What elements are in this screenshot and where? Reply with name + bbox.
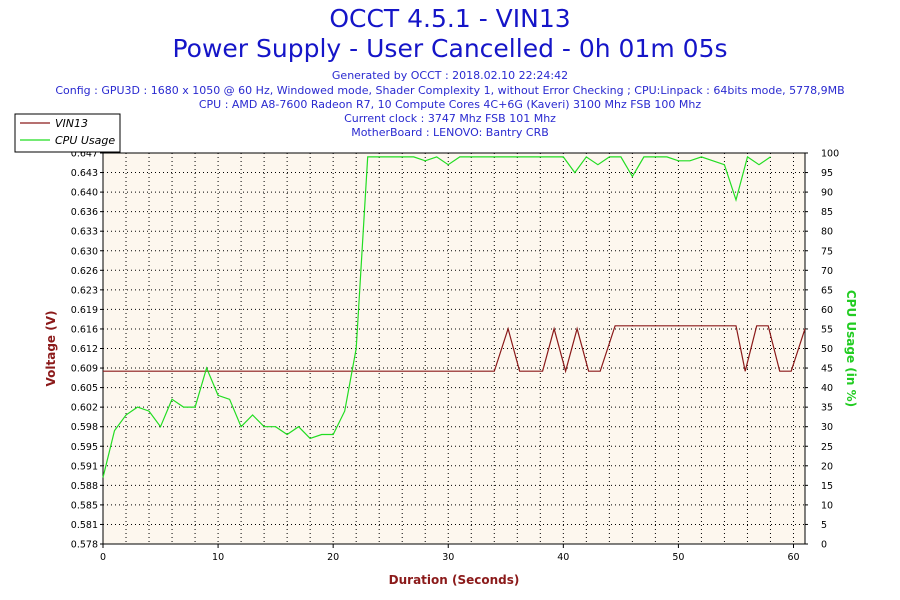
y2-tick-label: 90: [821, 188, 833, 199]
y-tick-label: 0.598: [71, 422, 98, 433]
y-tick-label: 0.640: [71, 188, 98, 199]
y2-tick-label: 45: [821, 364, 833, 375]
y2-tick-label: 70: [821, 266, 833, 277]
x-tick-label: 20: [327, 552, 339, 563]
y-tick-label: 0.581: [71, 520, 98, 531]
chart-subtitle: Power Supply - User Cancelled - 0h 01m 0…: [172, 34, 728, 63]
y-axis-title: Voltage (V): [44, 311, 58, 387]
y-tick-label: 0.585: [71, 500, 98, 511]
y-tick-label: 0.588: [71, 481, 98, 492]
plot-frame: [102, 152, 806, 545]
y-tick-label: 0.643: [71, 168, 98, 179]
y2-tick-label: 35: [821, 403, 833, 414]
y2-tick-label: 50: [821, 344, 833, 355]
series-line-cpu-usage: [102, 155, 771, 478]
clock-info: Current clock : 3747 Mhz FSB 101 Mhz: [344, 112, 556, 125]
y-tick-label: 0.623: [71, 285, 98, 296]
y2-tick-label: 40: [821, 383, 833, 394]
x-axis-title: Duration (Seconds): [389, 573, 520, 587]
y-tick-label: 0.578: [71, 540, 98, 551]
y2-tick-label: 100: [821, 149, 839, 160]
y-tick-label: 0.633: [71, 227, 98, 238]
y2-tick-label: 20: [821, 461, 833, 472]
y2-tick-label: 85: [821, 207, 833, 218]
y-tick-label: 0.616: [71, 324, 98, 335]
series-line-vin13: [103, 325, 806, 374]
cpu-info: CPU : AMD A8-7600 Radeon R7, 10 Compute …: [198, 98, 702, 111]
x-tick-label: 40: [557, 552, 569, 563]
y-tick-label: 0.591: [71, 461, 98, 472]
y-tick-label: 0.626: [71, 266, 98, 277]
generated-info: Generated by OCCT : 2018.02.10 22:24:42: [331, 69, 569, 82]
legend-box: [14, 113, 121, 153]
y2-tick-label: 5: [821, 520, 827, 531]
x-tick-label: 60: [787, 552, 799, 563]
y-tick-label: 0.647: [71, 149, 98, 160]
y2-tick-label: 65: [821, 285, 833, 296]
y2-tick-label: 25: [821, 442, 833, 453]
y-tick-label: 0.619: [71, 305, 98, 316]
x-tick-label: 0: [100, 552, 106, 563]
x-tick-label: 30: [442, 552, 454, 563]
y2-tick-label: 0: [821, 540, 827, 551]
y-tick-label: 0.609: [71, 364, 98, 375]
y2-axis-title: CPU Usage (in %): [844, 290, 858, 407]
y2-tick-label: 55: [821, 324, 833, 335]
y2-tick-label: 60: [821, 305, 833, 316]
y2-tick-label: 30: [821, 422, 833, 433]
legend-label: CPU Usage: [55, 134, 115, 147]
y-tick-label: 0.630: [71, 246, 98, 257]
y-tick-label: 0.612: [71, 344, 98, 355]
y2-tick-label: 75: [821, 246, 833, 257]
y2-tick-label: 80: [821, 227, 833, 238]
y2-tick-label: 15: [821, 481, 833, 492]
chart-title: OCCT 4.5.1 - VIN13: [329, 4, 571, 33]
y2-tick-label: 10: [821, 500, 833, 511]
config-info: Config : GPU3D : 1680 x 1050 @ 60 Hz, Wi…: [55, 84, 845, 97]
motherboard-info: MotherBoard : LENOVO: Bantry CRB: [351, 126, 549, 139]
y-tick-label: 0.602: [71, 403, 98, 414]
legend-label: VIN13: [55, 117, 88, 130]
x-tick-label: 10: [212, 552, 224, 563]
x-tick-label: 50: [672, 552, 684, 563]
y2-tick-label: 95: [821, 168, 833, 179]
y-tick-label: 0.595: [71, 442, 98, 453]
y-tick-label: 0.605: [71, 383, 98, 394]
y-tick-label: 0.636: [71, 207, 98, 218]
